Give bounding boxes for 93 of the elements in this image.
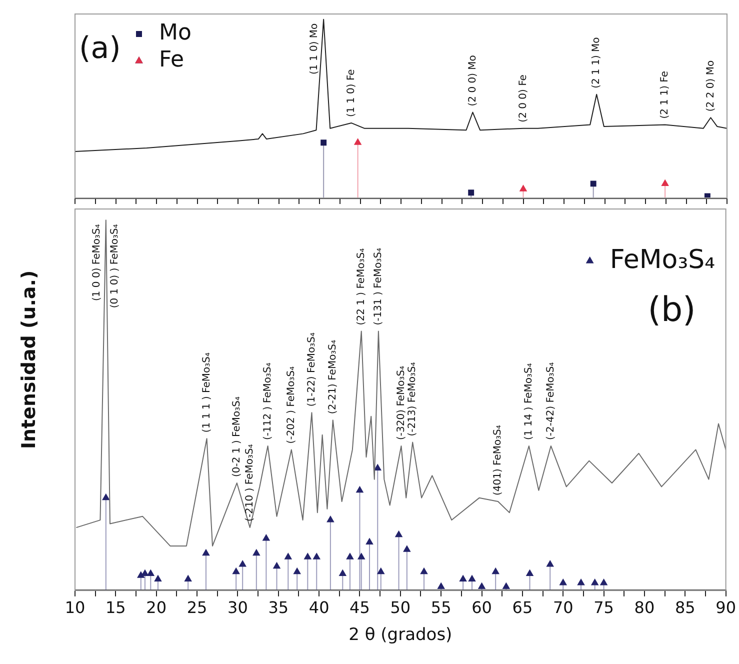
x-tick-label: 50 — [390, 598, 411, 618]
point — [273, 562, 280, 569]
point — [262, 534, 270, 541]
annotation: (1 0 0) FeMo₃S₄ — [92, 224, 103, 302]
point — [252, 549, 260, 556]
annotation: (2 0 0) Fe — [518, 74, 529, 122]
x-tick-label: 40 — [308, 598, 330, 618]
point — [704, 193, 710, 198]
annotation: (1 1 1 ) FeMo₃S₄ — [201, 352, 212, 433]
point — [600, 578, 608, 586]
legend-label: FeMo₃S₄ — [610, 244, 716, 275]
annotation: (0 1 0) ) FeMo₃S₄ — [110, 224, 121, 308]
x-tick-label: 65 — [512, 598, 533, 618]
x-tick-label: 75 — [594, 598, 614, 618]
x-tick-label: 20 — [146, 598, 167, 618]
point — [438, 582, 445, 589]
point — [137, 572, 144, 578]
point — [395, 530, 402, 538]
legend-label: Mo — [159, 20, 192, 46]
annotation: (2 1 1) Fe — [660, 70, 671, 119]
point — [577, 578, 585, 586]
point — [460, 575, 467, 582]
point — [346, 553, 354, 560]
point — [468, 190, 474, 196]
point — [239, 560, 246, 567]
point — [154, 575, 162, 582]
x-tick-label: 10 — [64, 598, 86, 618]
annotation: (2 2 0) Mo — [705, 60, 716, 112]
x-tick-label: 70 — [552, 598, 574, 618]
point — [590, 180, 596, 187]
point — [468, 575, 476, 582]
point — [354, 138, 362, 145]
point — [320, 140, 327, 146]
point — [313, 553, 320, 560]
annotation: (1 1 0) Mo — [309, 23, 320, 75]
point — [102, 494, 110, 500]
point — [420, 568, 428, 574]
annotation: (b) — [648, 290, 696, 330]
x-tick-label: 45 — [350, 598, 370, 618]
x-tick-label: 60 — [472, 598, 492, 618]
point — [339, 570, 346, 576]
point — [147, 570, 154, 576]
annotation: (-210 ) FeMo₃S₄ — [244, 444, 256, 522]
x-tick-label: 15 — [105, 598, 126, 618]
annotation: (2 1 1) Mo — [591, 37, 602, 88]
annotation: (0-2 1 ) FeMo₃S₄ — [231, 396, 242, 478]
point — [202, 549, 210, 556]
x-tick-label: 85 — [674, 598, 696, 618]
y-axis-title: Intensidad (u.a.) — [18, 270, 40, 450]
annotation: (1-22) FeMo₃S₄ — [306, 332, 318, 407]
point — [502, 582, 510, 589]
point — [377, 568, 384, 574]
annotation: (a) — [79, 31, 121, 66]
point — [304, 553, 312, 560]
point — [546, 560, 554, 567]
annotation: (1 14 ) FeMo₃S₄ — [524, 363, 535, 440]
x-tick-label: 30 — [228, 598, 248, 618]
legend-label: Fe — [159, 48, 184, 73]
x-tick-label: 25 — [186, 598, 208, 618]
point — [141, 570, 148, 576]
point — [184, 575, 192, 582]
point — [232, 568, 240, 574]
x-tick-label: 55 — [430, 598, 452, 618]
point — [591, 578, 598, 586]
annotation: (-112 ) FeMo₃S₄ — [262, 362, 274, 440]
annotation: (1 1 0) Fe — [346, 69, 357, 117]
annotation: (-213) FeMo₃S₄ — [407, 362, 418, 436]
annotation: (-131 ) FeMo₃S₄ — [373, 248, 384, 326]
point — [356, 486, 364, 493]
annotation: (401) FeMo₃S₄ — [492, 424, 504, 496]
point — [284, 553, 292, 560]
point — [294, 568, 301, 574]
annotation: (-202 ) FeMo₃S₄ — [286, 366, 297, 444]
point — [478, 582, 486, 589]
annotation: (-2-42) FeMo₃S₄ — [546, 362, 557, 440]
point — [358, 553, 365, 560]
point — [492, 568, 500, 574]
point — [374, 464, 382, 470]
annotation: (2-21) FeMo₃S₄ — [327, 340, 338, 414]
point — [526, 570, 534, 576]
x-tick-label: 35 — [268, 598, 289, 618]
point — [520, 185, 527, 192]
annotation: (2 0 0) Mo — [467, 55, 478, 106]
point — [326, 516, 334, 522]
point — [560, 578, 567, 586]
point — [403, 546, 410, 552]
x-axis-title: 2 θ (grados) — [348, 625, 452, 646]
point — [662, 180, 669, 186]
x-tick-label: 80 — [634, 598, 655, 618]
annotation: (-320) FeMo₃S₄ — [396, 366, 407, 440]
annotation: (22 1 ) FeMo₃S₄ — [356, 248, 367, 326]
point — [366, 538, 374, 545]
x-tick-label: 90 — [716, 598, 736, 618]
